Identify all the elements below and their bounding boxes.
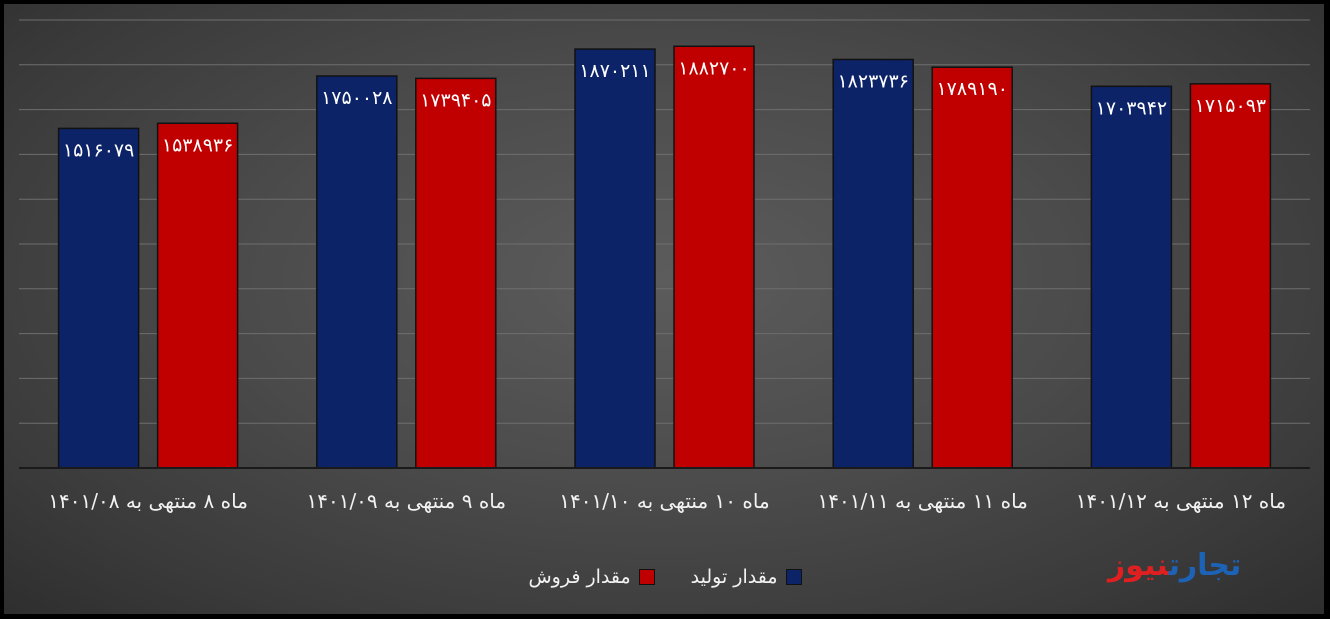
bar-production-1 bbox=[57, 127, 140, 469]
data-label-production-5: ۱۷۰۳۹۴۲ bbox=[1096, 97, 1167, 119]
bar-production-4 bbox=[832, 58, 914, 469]
bar-sales-5 bbox=[1189, 83, 1272, 469]
data-label-sales-4: ۱۷۸۹۱۹۰ bbox=[936, 78, 1007, 100]
bar-sales-4 bbox=[931, 66, 1013, 469]
data-label-production-1: ۱۵۱۶۰۷۹ bbox=[63, 139, 134, 161]
legend-swatch-production bbox=[785, 569, 802, 585]
logo: تجارتنیوز bbox=[1108, 548, 1243, 583]
data-label-sales-5: ۱۷۱۵۰۹۳ bbox=[1195, 95, 1266, 117]
legend-label-sales: مقدار فروش bbox=[528, 566, 631, 588]
bar-production-3 bbox=[574, 48, 656, 469]
data-labels: ۱۵۱۶۰۷۹ ۱۵۳۸۹۳۶ ۱۷۵۰۰۲۸ ۱۷۳۹۴۰۵ ۱۸۷۰۲۱۱ ۱۸۸۲۷… bbox=[63, 57, 1266, 161]
x-tick-label-1: ماه ۸ منتهی به ۱۴۰۱/۰۸ bbox=[48, 489, 248, 513]
data-label-sales-2: ۱۷۳۹۴۰۵ bbox=[420, 89, 491, 111]
logo-text-part1: تجارت bbox=[1168, 548, 1243, 583]
data-label-sales-3: ۱۸۸۲۷۰۰ bbox=[678, 57, 749, 79]
data-label-production-4: ۱۸۲۳۷۳۶ bbox=[837, 70, 908, 92]
bar-sales-3 bbox=[673, 45, 755, 469]
bar-sales-1 bbox=[156, 122, 239, 469]
logo-text-part2: نیوز bbox=[1108, 548, 1170, 583]
x-tick-label-4: ماه ۱۱ منتهی به ۱۴۰۱/۱۱ bbox=[818, 489, 1028, 513]
x-tick-label-3: ماه ۱۰ منتهی به ۱۴۰۱/۱۰ bbox=[559, 489, 769, 513]
legend-item-sales: مقدار فروش bbox=[528, 566, 655, 588]
data-label-production-2: ۱۷۵۰۰۲۸ bbox=[321, 87, 392, 109]
x-tick-label-5: ماه ۱۲ منتهی به ۱۴۰۱/۱۲ bbox=[1076, 489, 1286, 513]
data-label-sales-1: ۱۵۳۸۹۳۶ bbox=[162, 134, 233, 156]
bar-sales-2 bbox=[415, 77, 497, 469]
data-label-production-3: ۱۸۷۰۲۱۱ bbox=[579, 60, 650, 82]
legend-swatch-sales bbox=[638, 569, 655, 585]
legend-item-production: مقدار تولید bbox=[691, 566, 802, 588]
bar-production-2 bbox=[316, 75, 398, 469]
legend: مقدار تولید مقدار فروش bbox=[0, 566, 1330, 588]
x-tick-label-2: ماه ۹ منتهی به ۱۴۰۱/۰۹ bbox=[306, 489, 506, 513]
bar-production-5 bbox=[1090, 85, 1173, 469]
category-ticks: ماه ۸ منتهی به ۱۴۰۱/۰۸ ماه ۹ منتهی به ۱۴۰… bbox=[48, 489, 1286, 513]
legend-label-production: مقدار تولید bbox=[690, 566, 778, 588]
